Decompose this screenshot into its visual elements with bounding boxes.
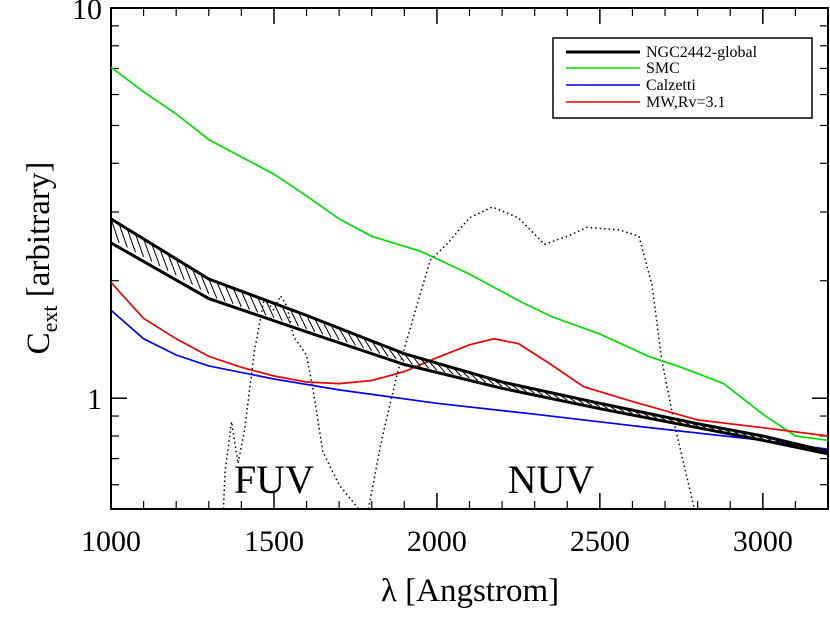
annotation-nuv: NUV	[508, 457, 595, 502]
y-axis-label: Cext [arbitrary]	[21, 162, 62, 355]
band-hatch	[151, 243, 161, 267]
band-hatch	[175, 258, 185, 281]
band-hatch	[208, 278, 218, 299]
x-axis-label: λ [Angstrom]	[381, 573, 559, 609]
filter-curve-nuv	[367, 206, 696, 509]
y-tick-label: 1	[87, 383, 102, 416]
x-tick-label: 2500	[570, 525, 630, 558]
x-tick-label: 2000	[407, 525, 467, 558]
band-hatch	[159, 248, 169, 271]
band-hatch	[143, 238, 153, 262]
y-axis-label-sub: ext	[37, 305, 62, 332]
band-hatch	[240, 290, 250, 310]
band-hatch	[183, 263, 193, 285]
band-hatch	[134, 233, 145, 258]
legend-label-mw: MW,Rv=3.1	[646, 94, 726, 111]
band-hatch	[167, 253, 177, 276]
band-hatch	[355, 334, 365, 349]
band-hatch	[281, 306, 291, 324]
x-tick-label: 3000	[733, 525, 793, 558]
axis-tick-labels: 1000 1500 2000 2500 3000 1 10	[72, 0, 793, 558]
y-tick-label: 10	[72, 0, 102, 26]
series-line-calzetti	[111, 309, 828, 451]
band-hatch	[322, 321, 332, 338]
band-hatch	[306, 315, 316, 332]
band-hatch	[118, 223, 128, 248]
band-hatch	[249, 293, 259, 313]
axis-ticks	[110, 7, 829, 509]
legend-label-calzetti: Calzetti	[646, 77, 696, 94]
band-hatch	[111, 218, 120, 244]
band-hatch	[330, 324, 340, 341]
legend-label-ngc2442: NGC2442-global	[646, 44, 758, 61]
band-hatch	[314, 318, 324, 335]
x-tick-label: 1000	[81, 525, 141, 558]
band-upper-edge	[111, 217, 828, 453]
y-axis-label-tail: [arbitrary]	[21, 162, 57, 306]
band-hatch	[232, 287, 242, 308]
annotation-fuv: FUV	[234, 457, 314, 502]
band-hatch	[200, 273, 210, 295]
band-hatch	[346, 331, 356, 346]
band-hatch	[289, 309, 299, 327]
band-hatch	[265, 300, 275, 319]
y-axis-label-main: C	[21, 332, 57, 354]
band-hatch	[257, 297, 267, 316]
series-line-mw-rv-3-1	[111, 281, 828, 437]
legend-label-smc: SMC	[646, 60, 680, 77]
band-hatch	[297, 312, 307, 330]
legend: NGC2442-global SMC Calzetti MW,Rv=3.1	[552, 37, 813, 119]
band-hatch	[126, 228, 136, 253]
series-line-smc	[111, 66, 828, 442]
band-hatch	[216, 281, 226, 302]
band-lower-edge	[111, 241, 828, 456]
plot-area	[111, 66, 828, 509]
x-tick-label: 1500	[244, 525, 304, 558]
band-hatch	[338, 327, 348, 343]
band-hatch	[224, 284, 234, 305]
band-hatch	[192, 268, 202, 290]
band-hatch	[363, 337, 373, 352]
band-hatch	[273, 303, 283, 321]
